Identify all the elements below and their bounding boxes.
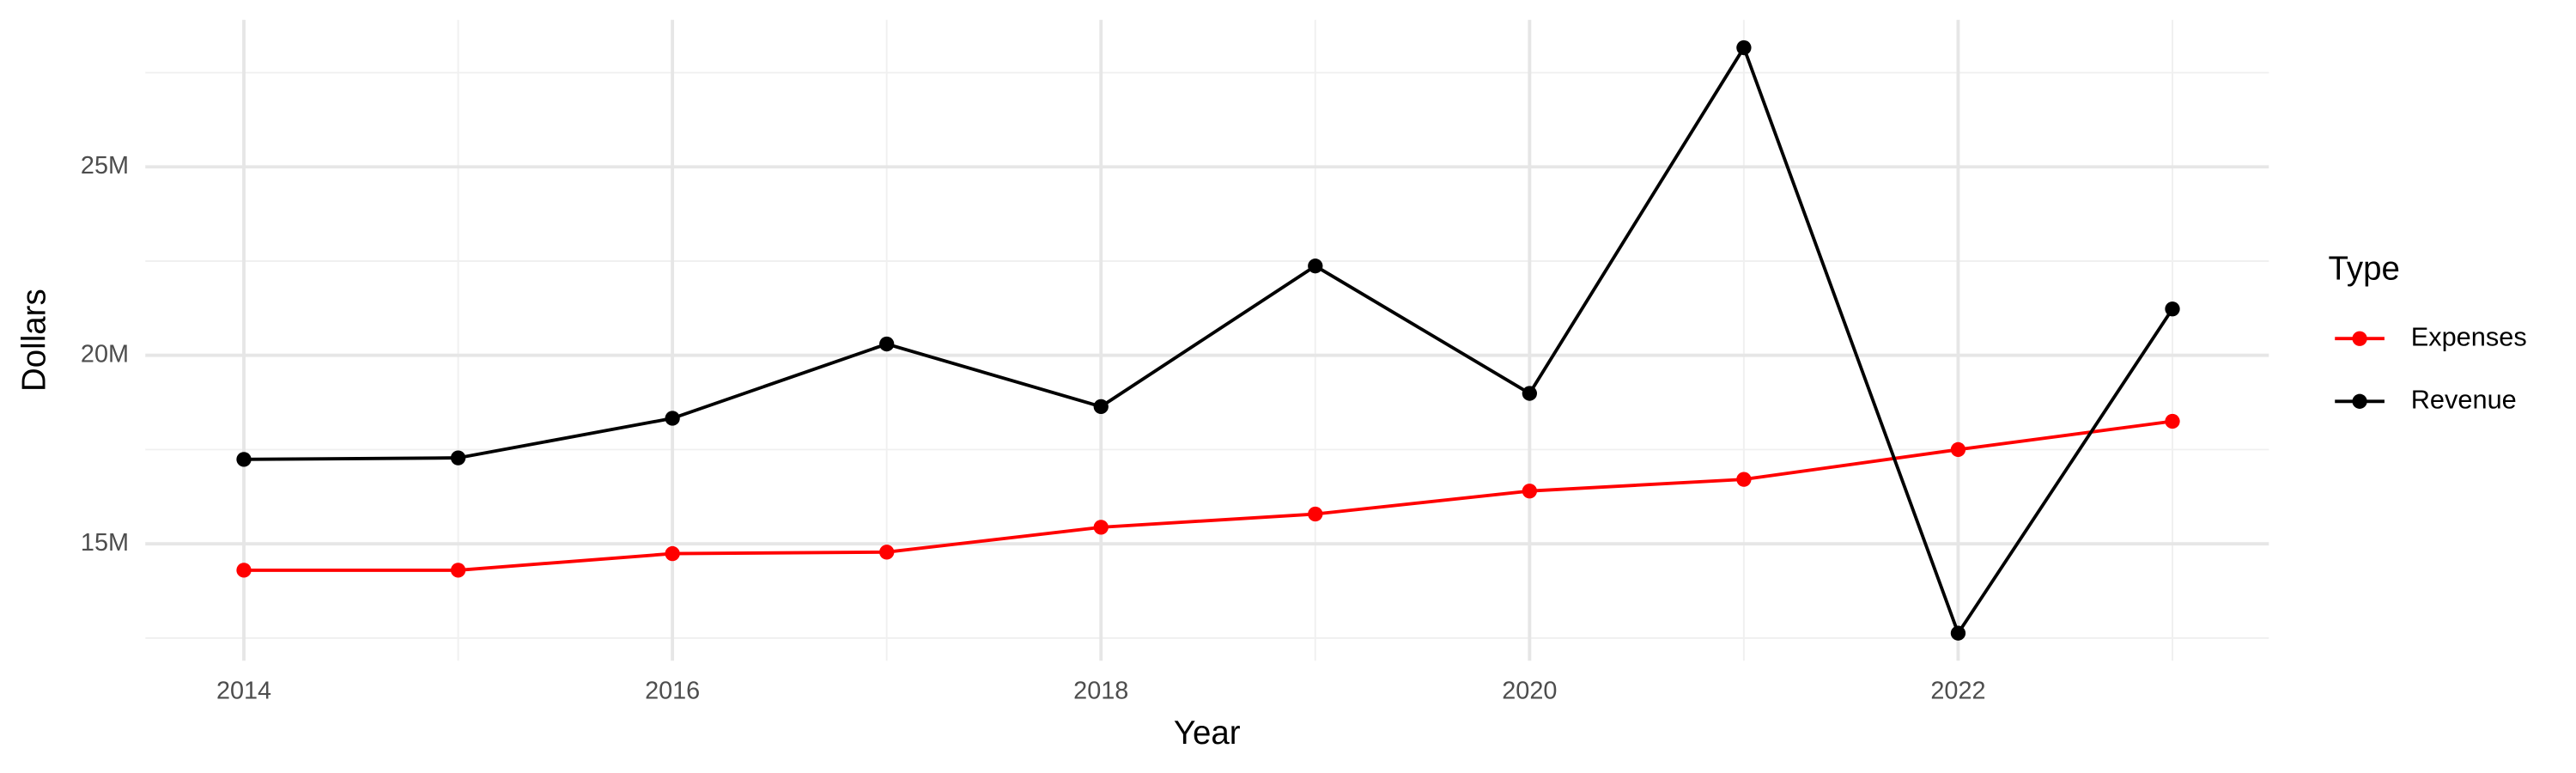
x-tick-label: 2020 <box>1502 677 1557 704</box>
data-point <box>879 336 895 352</box>
grid <box>145 20 2269 661</box>
data-point <box>879 545 895 560</box>
data-point <box>236 452 252 467</box>
legend-label: Expenses <box>2411 321 2527 351</box>
plot-area <box>236 40 2180 641</box>
data-point <box>450 563 466 578</box>
data-point <box>665 545 680 562</box>
data-point <box>1736 40 1752 56</box>
data-point <box>450 450 466 466</box>
data-point <box>2165 413 2180 429</box>
data-point <box>1308 259 1323 274</box>
legend-marker <box>2352 331 2367 346</box>
data-point <box>1308 506 1323 522</box>
y-tick-label: 20M <box>81 340 129 368</box>
data-point <box>1093 399 1109 415</box>
x-tick-label: 2014 <box>216 677 271 704</box>
legend-label: Revenue <box>2411 384 2517 414</box>
x-axis-title: Year <box>1174 715 1241 752</box>
data-point <box>1950 625 1966 641</box>
data-point <box>1093 520 1109 535</box>
data-point <box>2165 301 2180 317</box>
y-axis-title: Dollars <box>15 289 52 392</box>
data-point <box>1522 386 1538 401</box>
x-tick-label: 2018 <box>1073 677 1128 704</box>
y-tick-label: 25M <box>81 152 129 180</box>
series-line <box>244 44 2174 637</box>
legend: Expenses Revenue <box>2335 321 2527 414</box>
data-point <box>1736 472 1752 487</box>
data-point <box>665 411 680 426</box>
data-point <box>1522 484 1538 499</box>
legend-marker <box>2352 393 2367 409</box>
series-line <box>244 419 2173 572</box>
legend-title: Type <box>2329 251 2400 288</box>
data-point <box>1950 441 1966 458</box>
x-tick-label: 2016 <box>645 677 700 704</box>
x-tick-label: 2022 <box>1930 677 1985 704</box>
y-tick-label: 15M <box>81 529 129 557</box>
data-point <box>236 563 252 578</box>
